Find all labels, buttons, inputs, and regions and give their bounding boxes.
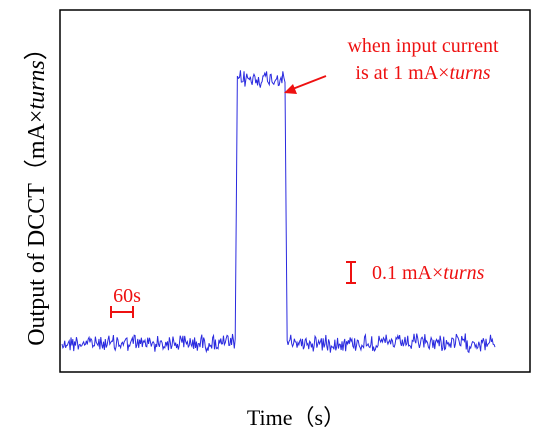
time-scale-bar (110, 306, 134, 318)
y-axis-label-italic: turns (24, 60, 50, 109)
arrow-note-line2-prefix: is at 1 mA× (355, 62, 449, 84)
y-axis-label-prefix: Output of DCCT（mA× (24, 110, 50, 346)
time-scale-label: 60s (113, 285, 141, 307)
x-axis-label: Time（s） (247, 405, 345, 430)
amp-scale-value: 0.1 mA× (372, 262, 443, 284)
series-layer (61, 70, 496, 354)
arrow-note-line2-italic: turns (449, 62, 490, 84)
amp-scale-italic: turns (443, 262, 484, 284)
y-axis-label: Output of DCCT（mA×turns） (24, 36, 50, 346)
annotation-arrowhead (284, 84, 297, 94)
amp-scale-bar (346, 261, 356, 284)
series-line-0 (61, 70, 496, 354)
arrow-note-line2: is at 1 mA×turns (355, 62, 490, 84)
annotation-arrow-shaft (289, 75, 327, 91)
arrow-note-line1: when input current (347, 35, 499, 57)
amp-scale-label: 0.1 mA×turns (372, 262, 485, 284)
y-axis-label-suffix: ） (24, 36, 50, 60)
plot-frame (59, 9, 531, 373)
